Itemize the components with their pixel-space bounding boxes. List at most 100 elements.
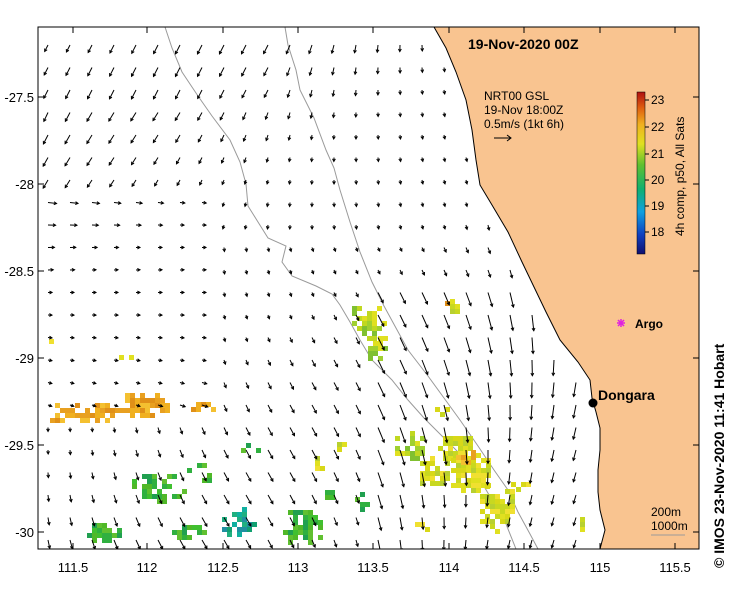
isobath-legend-200m: 200m <box>651 505 681 519</box>
current-vector <box>355 404 361 414</box>
current-vector <box>355 472 361 482</box>
current-vector <box>377 517 382 531</box>
current-vector-head <box>72 245 77 250</box>
sst-pixel <box>448 456 453 461</box>
current-vector-head <box>290 544 295 549</box>
sst-pixel <box>443 436 448 441</box>
current-vector <box>421 404 428 421</box>
current-vector-head <box>70 381 75 385</box>
current-vector <box>289 539 295 548</box>
sst-pixel <box>211 407 216 412</box>
current-vector-head <box>442 158 447 163</box>
current-vector <box>287 112 291 119</box>
sst-pixel <box>415 456 420 461</box>
current-vector-head <box>154 182 158 187</box>
sst-pixel <box>232 522 237 527</box>
current-vector-head <box>113 499 118 504</box>
current-vector <box>131 67 137 77</box>
sst-pixel <box>293 515 298 520</box>
current-vector-head <box>421 248 425 253</box>
current-vector-head <box>91 522 96 527</box>
current-vector-head <box>309 158 314 163</box>
current-vector-head <box>71 290 76 295</box>
current-vector <box>486 517 489 528</box>
sst-pixel <box>303 525 308 530</box>
current-vector <box>64 157 71 167</box>
sst-pixel <box>372 336 377 341</box>
current-vector-head <box>531 350 535 355</box>
sst-pixel <box>152 474 157 479</box>
current-vector-head <box>465 460 469 465</box>
sst-pixel <box>410 456 415 461</box>
current-vector-head <box>64 118 69 123</box>
land-mass <box>433 27 699 549</box>
current-vector-head <box>93 335 98 340</box>
sst-pixel <box>242 527 247 532</box>
current-vector-head <box>174 95 179 100</box>
current-vector-head <box>379 505 384 510</box>
current-vector-head <box>572 436 576 441</box>
current-vector <box>487 382 491 399</box>
current-vector-head <box>159 223 164 227</box>
current-vector-head <box>243 203 248 208</box>
current-vector-head <box>310 181 314 186</box>
current-vector-head <box>74 223 79 228</box>
sst-pixel <box>102 523 107 528</box>
current-vector-head <box>441 547 446 549</box>
current-vector-head <box>221 181 225 186</box>
current-vector <box>157 494 163 504</box>
sst-pixel <box>49 339 54 344</box>
current-vector <box>109 89 115 100</box>
current-vector-head <box>550 394 555 399</box>
current-vector <box>399 539 402 549</box>
sst-pixel <box>167 474 172 479</box>
current-vector-head <box>64 162 68 167</box>
sst-pixel <box>202 530 207 535</box>
current-vector-head <box>468 326 472 331</box>
current-vector-head <box>508 416 513 421</box>
sst-pixel <box>458 441 463 446</box>
current-vector <box>289 427 295 436</box>
sst-pixel <box>293 525 298 530</box>
current-vector <box>399 472 405 487</box>
current-vector-head <box>69 522 74 527</box>
current-vector-head <box>398 70 402 74</box>
colorbar-tick-label: 18 <box>651 225 665 239</box>
current-vector-head <box>137 245 142 250</box>
current-vector-head <box>52 223 57 228</box>
current-vector <box>91 539 96 549</box>
x-tick-label: 113 <box>288 560 309 575</box>
current-vector <box>530 404 533 420</box>
current-vector <box>201 472 207 481</box>
current-vector-head <box>135 476 140 481</box>
current-vector <box>47 494 50 502</box>
sst-pixel <box>365 502 370 507</box>
sst-pixel <box>453 451 458 456</box>
current-vector-head <box>308 72 313 77</box>
current-vector <box>42 179 49 189</box>
current-vector-head <box>442 135 447 140</box>
current-vector-head <box>269 455 274 460</box>
current-vector-head <box>335 387 339 392</box>
current-vector-head <box>64 184 69 189</box>
sst-pixel <box>147 484 152 489</box>
current-vector-head <box>265 225 270 230</box>
current-vector-head <box>420 113 425 118</box>
current-vector <box>377 449 385 465</box>
current-vector <box>223 404 228 412</box>
current-vector-head <box>219 116 224 121</box>
current-vector-head <box>157 430 161 435</box>
current-vector-head <box>175 160 180 165</box>
current-vector-head <box>115 245 120 250</box>
current-vector <box>69 539 73 549</box>
sst-pixel <box>455 309 460 314</box>
current-vector <box>152 134 159 143</box>
current-vector-head <box>463 525 468 530</box>
current-vector <box>551 427 555 441</box>
current-vector-head <box>354 136 358 141</box>
sst-pixel <box>425 461 430 466</box>
sst-pixel <box>308 515 313 520</box>
current-vector-head <box>138 223 143 227</box>
current-vector-head <box>130 73 135 78</box>
current-vector <box>421 337 429 352</box>
